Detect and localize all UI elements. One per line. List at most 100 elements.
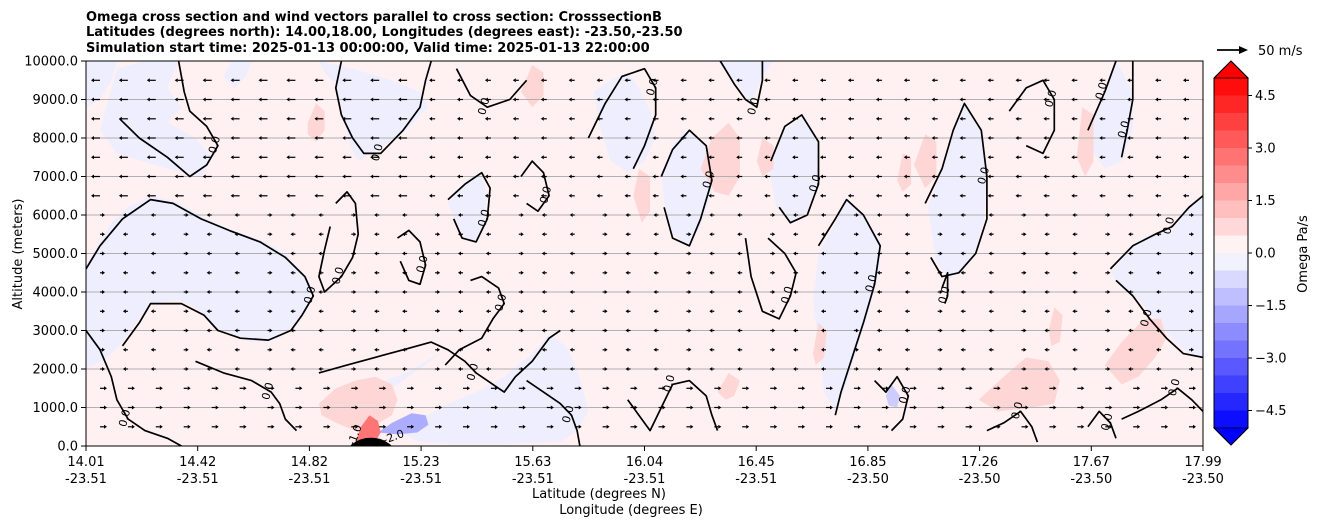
wind-vector-head [269, 367, 273, 371]
wind-vector-head [234, 290, 238, 294]
wind-vector-head [484, 136, 488, 140]
wind-vector-head [1107, 328, 1111, 333]
wind-vector-head [91, 116, 94, 121]
omega-zero-contour [587, 67, 657, 170]
wind-vector-head [271, 424, 275, 429]
wind-vector-head [1023, 232, 1027, 237]
wind-vector-head [960, 232, 964, 237]
wind-vector-head [402, 251, 406, 256]
wind-vector-head [1193, 405, 1196, 410]
wind-vector-head [875, 116, 879, 121]
omega-region-positive [318, 376, 398, 431]
wind-vector-head [102, 251, 105, 256]
wind-vector-head [150, 309, 154, 314]
wind-vector-head [885, 405, 889, 410]
wind-vector-head [520, 309, 524, 314]
wind-vector-head [1128, 290, 1132, 294]
wind-vector-head [772, 251, 776, 256]
wind-vector-head [569, 251, 573, 256]
wind-vector-head [793, 213, 797, 217]
wind-vector-head [429, 97, 433, 102]
wind-vector-head [1099, 116, 1103, 121]
wind-vector-head [485, 251, 489, 256]
wind-vector-head [652, 174, 656, 179]
x-tick-label-lon: -23.50 [959, 472, 1001, 487]
wind-vector-head [737, 232, 741, 237]
wind-vector-head [122, 347, 126, 352]
wind-vector-head [540, 155, 544, 160]
omega-region-positive [633, 168, 651, 223]
wind-vector-head [185, 290, 189, 294]
wind-vector-head [398, 174, 402, 179]
wind-vector-head [708, 116, 712, 121]
wind-vector-head [690, 405, 694, 410]
omega-region-negative [86, 195, 314, 369]
omega-zero-contour [941, 271, 949, 304]
y-tick-label: 0.0 [57, 440, 78, 455]
wind-vector-head [202, 136, 206, 140]
wind-vector-head [772, 290, 776, 294]
wind-vector-head [604, 328, 608, 333]
wind-vector-head [118, 155, 122, 160]
x-tick-label-lat: 14.42 [179, 455, 216, 470]
omega-zero-contour [334, 61, 433, 155]
wind-vector-head [370, 116, 374, 121]
wind-vector-head [653, 213, 657, 217]
wind-vector-head [680, 78, 684, 83]
wind-vector-head [402, 290, 406, 294]
wind-vector-head [1191, 270, 1194, 275]
wind-vector-head [299, 386, 303, 391]
colorbar-tick-label: 4.5 [1255, 89, 1276, 104]
wind-vector-head [429, 155, 433, 160]
wind-vector-head [1081, 405, 1085, 410]
x-tick-label-lat: 14.82 [291, 455, 328, 470]
wind-vector-head [1155, 97, 1159, 102]
wind-vector-head [1128, 213, 1132, 217]
wind-vector-head [437, 328, 441, 333]
wind-vector-head [540, 116, 544, 121]
wind-vector-head [1128, 328, 1132, 333]
wind-vector-head [318, 213, 322, 217]
omega-zero-contour [526, 379, 581, 446]
wind-vector-head [1053, 405, 1057, 410]
wind-vector-head [855, 251, 859, 256]
x-tick-label-lon: -23.51 [512, 472, 554, 487]
wind-vector-head [1071, 97, 1075, 102]
wind-vector-head [820, 136, 823, 140]
wind-vector-head [512, 174, 516, 179]
contour-label: 0.0 [778, 285, 795, 305]
wind-vector-head [1127, 97, 1131, 102]
wind-vector-head [960, 347, 964, 352]
wind-vector-head [578, 386, 582, 391]
wind-vector-head [1109, 405, 1113, 410]
wind-vector-head [1099, 193, 1103, 198]
title-line-1: Omega cross section and wind vectors par… [86, 10, 662, 25]
wind-vector-head [959, 193, 963, 198]
contour-label: 0.0 [661, 373, 678, 393]
wind-vector-head [327, 386, 331, 391]
wind-vector-head [1071, 116, 1075, 121]
wind-vector-head [467, 424, 470, 429]
wind-vector-head [370, 193, 374, 198]
wind-vector-head [374, 309, 378, 314]
contour-label-layer: 0.0 0.0 0.0 0.0 0.0 0.0 0.0 0.0 0.0 0.0 0.0 0.0 0.0 0… [116, 77, 1183, 448]
omega-zero-contour [660, 129, 713, 247]
wind-vector-head [736, 97, 740, 102]
wind-vector-head [680, 174, 684, 179]
wind-vector-head [206, 309, 210, 314]
wind-vector-head [550, 405, 554, 410]
wind-vector-head [1044, 251, 1048, 256]
wind-vector-head [708, 136, 712, 140]
wind-vector-head [484, 78, 488, 83]
wind-vector-head [1044, 213, 1048, 217]
wind-vector-head [652, 155, 656, 160]
wind-vector-head [1137, 386, 1141, 391]
omega-zero-contour [318, 191, 360, 293]
wind-vector-head [855, 290, 859, 294]
wind-vector-head [206, 213, 210, 217]
contour-label: 0.0 [1160, 216, 1177, 236]
wind-vector-head [569, 309, 573, 314]
colorbar-extend-low [1213, 427, 1249, 446]
wind-vector-head [1107, 367, 1111, 371]
